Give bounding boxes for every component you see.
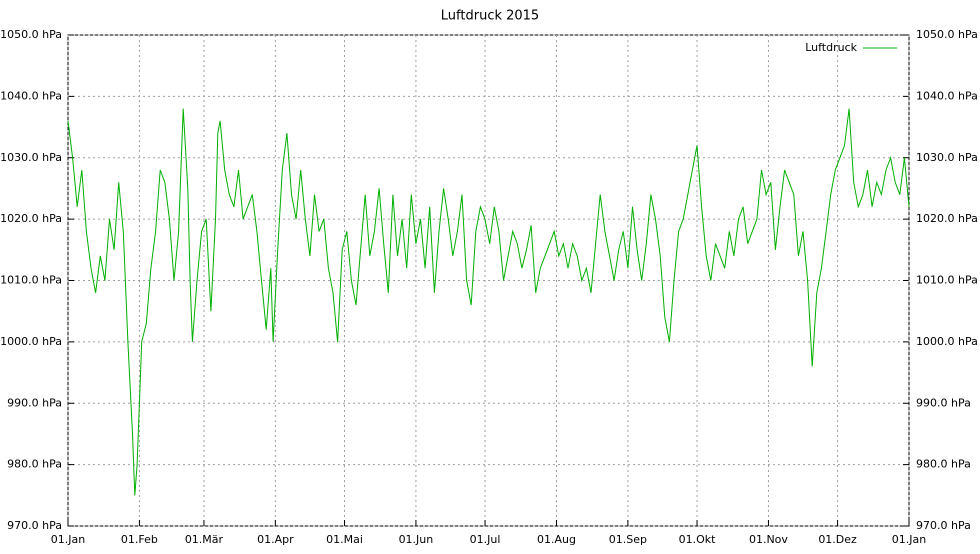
y2-tick-label: 1020.0 hPa: [916, 212, 978, 225]
y2-tick-label: 1000.0 hPa: [916, 335, 978, 348]
x-tick-label: 01.Jul: [470, 533, 501, 546]
x-tick-label: 01.Sep: [609, 533, 647, 546]
legend-label: Luftdruck: [805, 41, 857, 54]
y-tick-label: 1050.0 hPa: [0, 28, 62, 41]
x-tick-label: 01.Jan: [51, 533, 85, 546]
y-tick-label: 970.0 hPa: [7, 519, 62, 532]
x-tick-label: 01.Okt: [679, 533, 717, 546]
y-tick-label: 1020.0 hPa: [0, 212, 62, 225]
y-tick-label: 1000.0 hPa: [0, 335, 62, 348]
x-tick-label: 01.Feb: [121, 533, 158, 546]
y2-tick-label: 970.0 hPa: [916, 519, 971, 532]
x-tick-label: 01.Aug: [537, 533, 576, 546]
y-tick-label: 980.0 hPa: [7, 458, 62, 471]
x-tick-label: 01.Jan: [892, 533, 926, 546]
x-tick-label: 01.Dez: [818, 533, 857, 546]
y2-tick-label: 1030.0 hPa: [916, 151, 978, 164]
line: [67, 108, 910, 496]
y-tick-label: 990.0 hPa: [7, 396, 62, 409]
y2-tick-label: 990.0 hPa: [916, 396, 971, 409]
y2-tick-label: 1040.0 hPa: [916, 89, 978, 102]
x-tick-label: 01.Apr: [257, 533, 294, 546]
x-tick-label: 01.Nov: [749, 533, 788, 546]
x-tick-label: 01.Mai: [326, 533, 363, 546]
y-tick-label: 1040.0 hPa: [0, 89, 62, 102]
y2-tick-label: 1050.0 hPa: [916, 28, 978, 41]
y2-tick-label: 1010.0 hPa: [916, 274, 978, 287]
x-tick-label: 01.Jun: [399, 533, 434, 546]
y2-tick-label: 980.0 hPa: [916, 458, 971, 471]
y-tick-label: 1030.0 hPa: [0, 151, 62, 164]
chart-title: Luftdruck 2015: [441, 9, 539, 24]
y-tick-label: 1010.0 hPa: [0, 274, 62, 287]
x-tick-label: 01.Mär: [185, 533, 224, 546]
